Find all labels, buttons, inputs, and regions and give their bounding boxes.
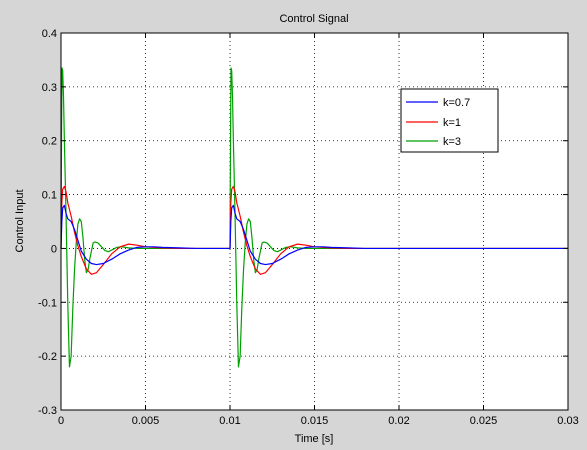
legend: k=0.7 k=1 k=3 — [400, 88, 499, 153]
y-tick-label: 0.3 — [42, 82, 57, 94]
y-tick-label: 0.4 — [42, 28, 57, 40]
x-tick-label: 0.01 — [219, 415, 240, 427]
y-tick-label: -0.3 — [38, 405, 57, 417]
legend-label-k3: k=3 — [443, 136, 461, 148]
x-tick-label: 0.03 — [557, 415, 578, 427]
y-tick-label: 0.1 — [42, 190, 57, 202]
x-tick-label: 0 — [58, 415, 64, 427]
y-tick-label: 0 — [51, 243, 57, 255]
y-tick-label: -0.1 — [38, 297, 57, 309]
x-tick-label: 0.015 — [301, 415, 329, 427]
x-tick-label: 0.005 — [132, 415, 160, 427]
series-line-k-0-7 — [60, 204, 568, 266]
legend-label-k1: k=1 — [443, 117, 461, 129]
y-axis-label: Control Input — [14, 190, 26, 253]
x-tick-label: 0.02 — [388, 415, 409, 427]
y-tick-label: 0.2 — [42, 136, 57, 148]
x-tick-label: 0.025 — [470, 415, 498, 427]
y-tick-label: -0.2 — [38, 351, 57, 363]
chart-title: Control Signal — [279, 13, 348, 25]
x-axis-label: Time [s] — [295, 433, 334, 445]
series-lines — [60, 67, 568, 368]
axis-ticks: 0 0.005 0.01 0.015 0.02 0.025 0.03 -0.3 -0.2 -0.1… — [38, 28, 579, 427]
legend-label-k07: k=0.7 — [443, 97, 470, 109]
